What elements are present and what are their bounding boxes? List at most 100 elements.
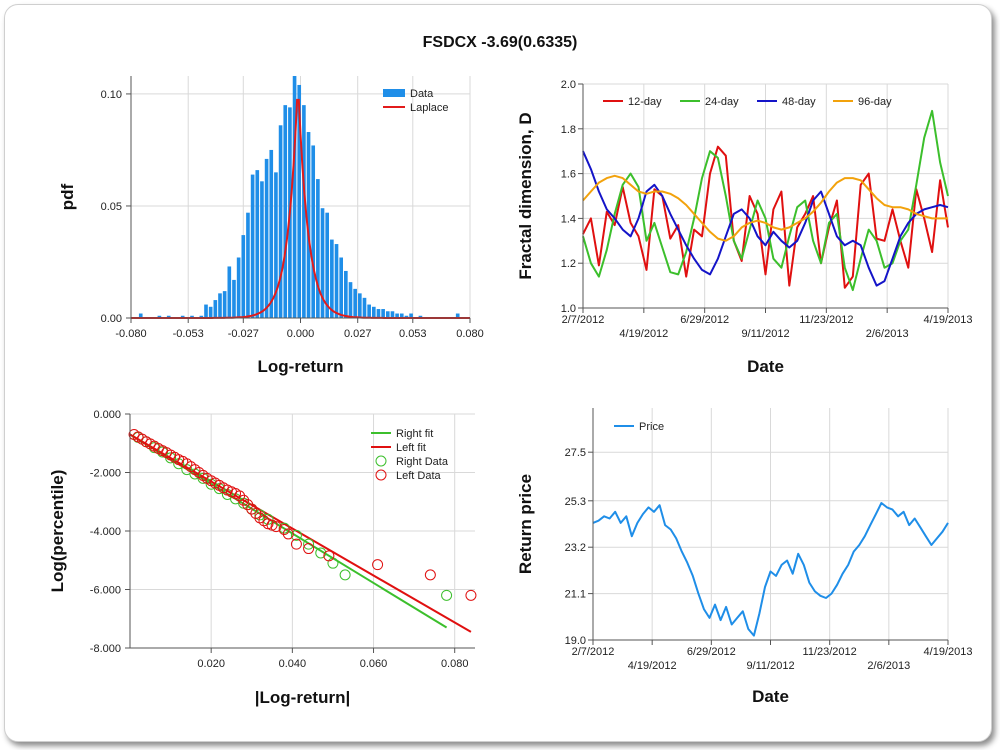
data-point-Left Data	[246, 503, 258, 515]
histogram-bar	[302, 105, 306, 318]
x-tick-label: -0.080	[115, 328, 146, 340]
data-point-Left Data	[465, 589, 477, 601]
fractal-dimension-panel: Fractal dimension, D Date 1.0 1.2 1.4 1.6 1.8 2…	[516, 79, 972, 376]
x-axis-label: Date	[747, 357, 784, 376]
histogram-bar	[320, 208, 325, 318]
legend-label: 24-day	[705, 96, 739, 108]
y-tick-label: 2.0	[561, 79, 576, 91]
x-tick-label: 6/29/2012	[687, 646, 736, 658]
data-point-Right Data	[213, 483, 225, 495]
data-point-Right Data	[327, 557, 339, 569]
histogram-bar	[404, 315, 409, 318]
histogram-bar	[166, 315, 171, 318]
x-tick-label: 0.060	[360, 658, 388, 670]
x-tick-label: 4/19/2012	[628, 660, 677, 672]
histogram-bar	[292, 76, 297, 318]
histogram-bar	[376, 309, 381, 318]
histogram-bar	[241, 235, 246, 318]
x-tick-label: 11/23/2012	[799, 314, 853, 326]
legend-label: Price	[639, 421, 664, 433]
x-tick-label: 0.027	[344, 328, 372, 340]
histogram-bar	[264, 158, 269, 318]
histogram-bar	[222, 291, 227, 318]
y-axis-label: Fractal dimension, D	[516, 112, 535, 279]
data-point-Right Data	[197, 472, 209, 484]
y-tick-label: 0.10	[101, 89, 122, 101]
series-line-12-day	[582, 145, 949, 289]
histogram-bar	[138, 313, 143, 318]
chart-frame	[4, 4, 992, 742]
legend-label: Right Data	[396, 456, 449, 468]
y-tick-label: 1.4	[561, 213, 576, 225]
histogram-bar	[371, 306, 376, 318]
y-tick-label: 21.1	[565, 589, 586, 601]
histogram-bar	[180, 315, 185, 318]
x-tick-label: -0.027	[228, 328, 259, 340]
histogram-bar	[381, 309, 385, 318]
series-line-96-day	[582, 174, 948, 242]
series-line-48-day	[582, 150, 949, 287]
x-tick-label: 4/19/2013	[924, 646, 973, 658]
legend-swatch	[375, 469, 387, 481]
histogram-bar	[348, 282, 353, 318]
legend-label-data: Data	[410, 88, 434, 100]
y-tick-label: 23.2	[565, 542, 586, 554]
y-tick-label: -4.000	[90, 526, 121, 538]
histogram-bar	[157, 315, 162, 318]
data-point-Left Data	[234, 490, 246, 502]
data-point-Left Data	[424, 569, 436, 581]
y-tick-label: 19.0	[565, 635, 586, 647]
histogram-bar	[325, 212, 330, 318]
data-point-Left Data	[250, 507, 262, 519]
data-point-Left Data	[323, 550, 335, 562]
y-tick-label: 1.8	[561, 124, 576, 136]
histogram-bar	[306, 132, 311, 318]
series-line-Price	[592, 502, 949, 637]
x-axis-label: Log-return	[258, 357, 344, 376]
y-axis-label: Log(percentile)	[48, 470, 67, 593]
legend-label-laplace: Laplace	[410, 102, 449, 114]
y-tick-label: -2.000	[90, 468, 121, 480]
legend-label: Left fit	[396, 442, 426, 454]
y-axis-label: pdf	[58, 183, 77, 210]
x-tick-label: 9/11/2012	[746, 660, 794, 672]
x-tick-label: 2/7/2012	[562, 314, 605, 326]
histogram-bar	[395, 313, 399, 318]
x-tick-label: 11/23/2012	[803, 646, 857, 658]
data-point-Left Data	[372, 559, 384, 571]
histogram-bar	[190, 315, 194, 318]
series-line-24-day	[582, 109, 949, 292]
y-tick-label: 27.5	[565, 447, 586, 459]
histogram-bar	[218, 293, 222, 318]
histogram-bar	[250, 174, 255, 318]
x-tick-label: 4/19/2012	[619, 328, 668, 340]
histogram-bar	[390, 311, 395, 318]
figure-title: FSDCX -3.69(0.6335)	[423, 34, 578, 51]
histogram-bar	[409, 313, 413, 318]
histogram-bar	[246, 212, 250, 318]
data-point-Right Data	[339, 569, 351, 581]
data-point-Left Data	[278, 524, 290, 536]
y-tick-label: 0.000	[93, 409, 121, 421]
data-point-Left Data	[238, 494, 250, 506]
y-axis-label: Return price	[516, 474, 535, 574]
x-tick-label: 4/19/2013	[924, 314, 973, 326]
histogram-panel: pdf Log-return -0.080 -0.053 -0.027 0.000 0.02…	[58, 76, 484, 376]
data-point-Left Data	[282, 528, 294, 540]
histogram-bar	[274, 172, 278, 318]
x-tick-label: 0.020	[197, 658, 225, 670]
y-tick-label: -8.000	[90, 643, 121, 655]
histogram-bar	[358, 293, 362, 318]
y-tick-label: 0.00	[101, 313, 122, 325]
x-tick-label: 0.000	[287, 328, 315, 340]
histogram-bar	[204, 304, 208, 318]
histogram-bar	[260, 181, 264, 318]
histogram-bar	[330, 239, 334, 318]
histogram-bar	[418, 315, 423, 318]
histogram-bar	[227, 266, 232, 318]
histogram-bar	[255, 170, 260, 318]
histogram-bar	[283, 105, 288, 318]
data-point-Left Data	[290, 538, 302, 550]
histogram-bar	[399, 313, 404, 318]
